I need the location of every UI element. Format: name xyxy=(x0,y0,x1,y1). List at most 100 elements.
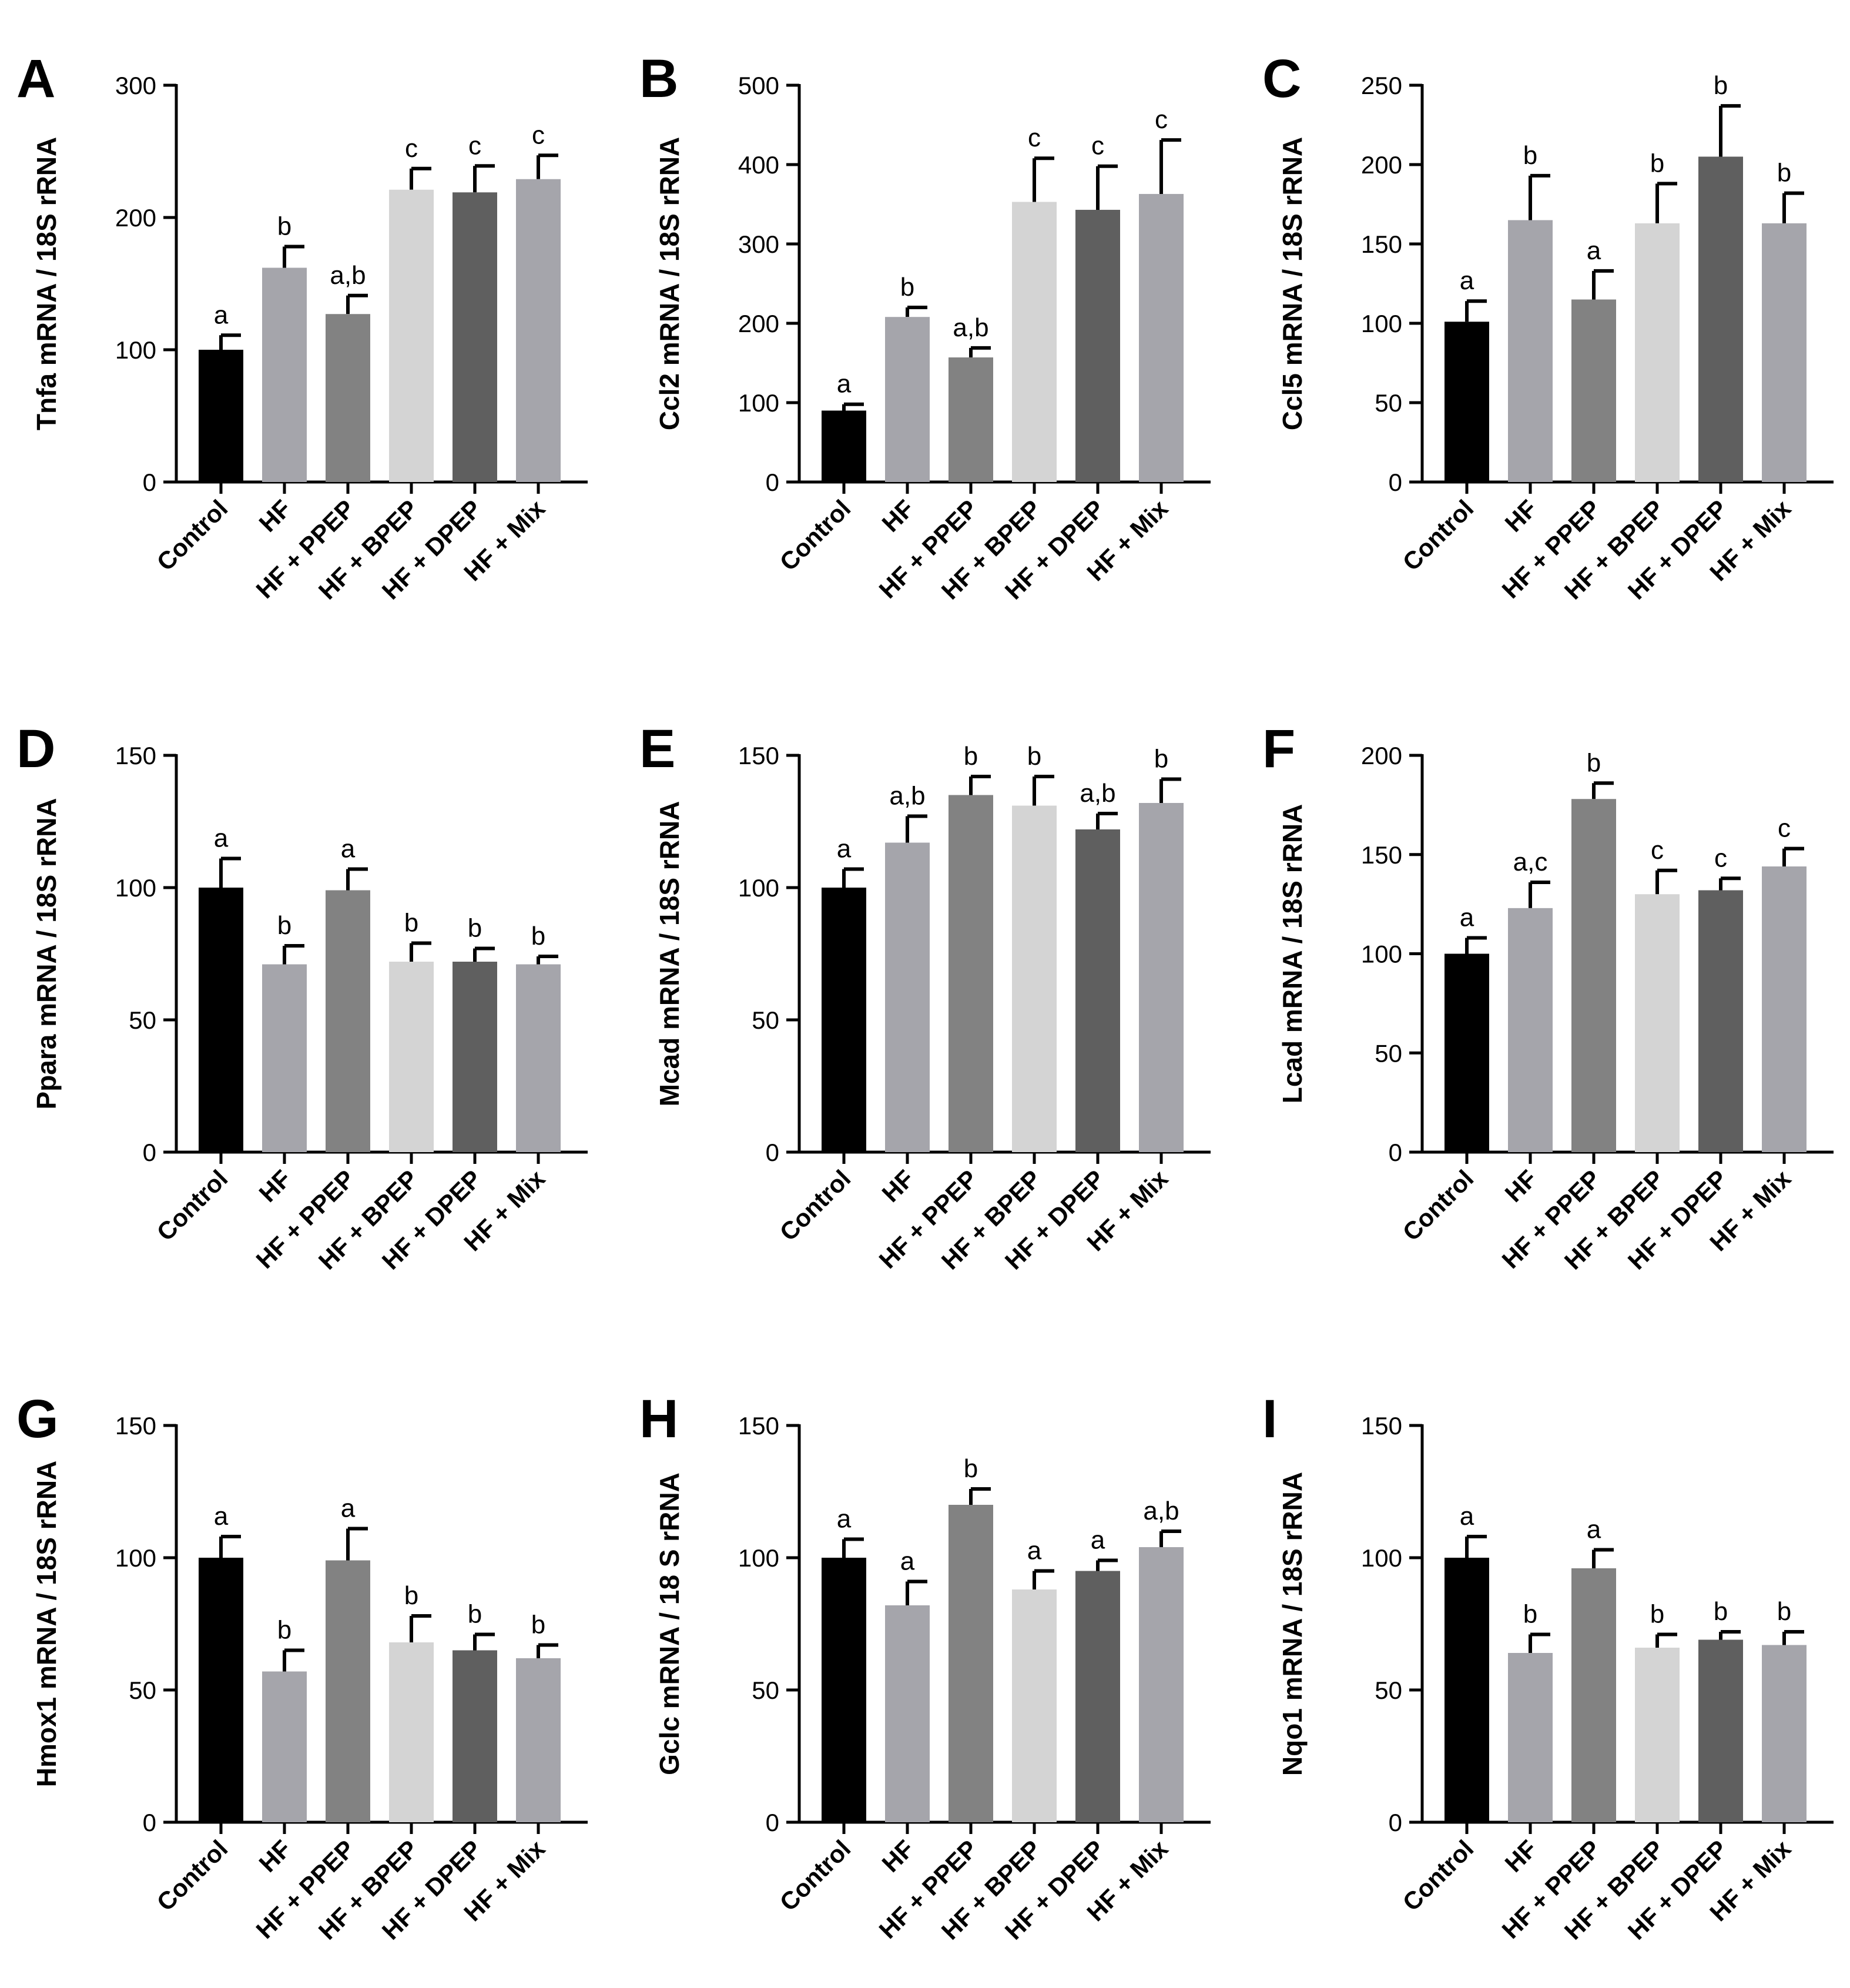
significance-label-e: a,b xyxy=(889,782,925,811)
bar-f-3 xyxy=(1635,894,1680,1152)
y-tick-label-c: 0 xyxy=(1389,468,1402,496)
category-label-i: HF xyxy=(1500,1835,1543,1877)
bar-g-4 xyxy=(453,1650,497,1822)
significance-label-a: a,b xyxy=(330,261,366,290)
bar-c-5 xyxy=(1762,223,1807,482)
significance-label-e: a xyxy=(837,835,852,864)
bar-f-0 xyxy=(1445,953,1489,1152)
significance-label-d: a xyxy=(214,824,229,853)
bar-c-3 xyxy=(1635,223,1680,482)
significance-label-i: b xyxy=(1650,1600,1664,1629)
bar-i-1 xyxy=(1508,1653,1553,1822)
bar-i-4 xyxy=(1698,1639,1743,1822)
bar-c-2 xyxy=(1571,299,1616,482)
bar-e-0 xyxy=(822,888,866,1152)
significance-label-h: a xyxy=(837,1505,852,1534)
significance-label-b: c xyxy=(1091,132,1104,160)
bar-h-0 xyxy=(822,1558,866,1822)
bar-b-1 xyxy=(885,317,930,482)
y-axis-label-g: Hmox1 mRNA / 18S rRNA xyxy=(31,1461,62,1788)
category-label-h: Control xyxy=(775,1835,856,1916)
y-tick-label-g: 150 xyxy=(115,1412,156,1440)
significance-label-c: a xyxy=(1587,236,1601,265)
y-tick-label-i: 150 xyxy=(1361,1412,1402,1440)
category-label-d: Control xyxy=(152,1164,233,1246)
bar-c-0 xyxy=(1445,322,1489,482)
significance-label-e: b xyxy=(1154,745,1168,774)
significance-label-a: c xyxy=(468,131,481,160)
chart-panel-g: G Hmox1 mRNA / 18S rRNA 0 50 100 150 a Control b… xyxy=(16,1389,588,1945)
y-tick-label-f: 50 xyxy=(1375,1039,1402,1067)
y-axis-label-b: Ccl2 mRNA / 18S rRNA xyxy=(654,137,685,430)
significance-label-g: b xyxy=(404,1581,418,1610)
significance-label-d: b xyxy=(531,922,545,951)
significance-label-g: b xyxy=(277,1616,291,1645)
significance-label-i: a xyxy=(1460,1502,1474,1531)
bar-e-4 xyxy=(1075,829,1120,1152)
y-axis-label-i: Nqo1 mRNA / 18S rRNA xyxy=(1277,1472,1308,1776)
bar-h-2 xyxy=(949,1505,993,1822)
category-label-g: HF xyxy=(254,1835,297,1877)
bar-b-5 xyxy=(1139,193,1184,482)
category-label-g: Control xyxy=(152,1835,233,1916)
y-tick-label-f: 100 xyxy=(1361,941,1402,968)
bar-f-5 xyxy=(1762,866,1807,1152)
bar-a-2 xyxy=(326,314,370,482)
category-label-d: HF xyxy=(254,1164,297,1207)
bar-e-1 xyxy=(885,842,930,1152)
chart-panel-c: C Ccl5 mRNA / 18S rRNA 0 50 100 150 200 250 a Con… xyxy=(1262,49,1834,605)
bar-a-1 xyxy=(262,267,307,482)
y-tick-label-a: 200 xyxy=(115,204,156,232)
bar-e-2 xyxy=(949,795,993,1152)
y-tick-label-e: 150 xyxy=(738,742,779,769)
y-tick-label-h: 150 xyxy=(738,1412,779,1440)
y-tick-label-f: 0 xyxy=(1389,1139,1402,1166)
bar-g-1 xyxy=(262,1671,307,1822)
bar-a-4 xyxy=(453,192,497,482)
y-tick-label-d: 0 xyxy=(143,1139,156,1166)
y-tick-label-b: 400 xyxy=(738,151,779,179)
y-tick-label-f: 150 xyxy=(1361,841,1402,869)
bar-g-2 xyxy=(326,1560,370,1822)
significance-label-e: b xyxy=(964,742,978,771)
bar-a-0 xyxy=(199,350,243,482)
y-tick-label-g: 50 xyxy=(129,1676,156,1704)
significance-label-a: b xyxy=(277,212,291,241)
y-tick-label-g: 100 xyxy=(115,1544,156,1572)
y-tick-label-c: 250 xyxy=(1361,72,1402,99)
y-tick-label-a: 300 xyxy=(115,72,156,99)
y-tick-label-d: 100 xyxy=(115,874,156,902)
significance-label-f: a xyxy=(1460,903,1474,932)
significance-label-h: a xyxy=(1091,1526,1105,1555)
y-tick-label-c: 50 xyxy=(1375,389,1402,417)
bar-e-3 xyxy=(1012,805,1057,1152)
bar-i-0 xyxy=(1445,1558,1489,1822)
significance-label-c: a xyxy=(1460,266,1474,295)
category-label-c: HF xyxy=(1500,494,1543,537)
bar-h-4 xyxy=(1075,1571,1120,1822)
panel-letter-f: F xyxy=(1262,719,1295,779)
category-label-i: Control xyxy=(1397,1835,1479,1916)
significance-label-g: a xyxy=(341,1494,356,1523)
y-tick-label-d: 50 xyxy=(129,1006,156,1034)
bar-d-1 xyxy=(262,964,307,1152)
bar-d-0 xyxy=(199,888,243,1152)
bar-g-5 xyxy=(516,1658,561,1822)
y-tick-label-h: 0 xyxy=(766,1809,779,1836)
y-tick-label-h: 50 xyxy=(752,1676,779,1704)
y-tick-label-b: 100 xyxy=(738,389,779,417)
bar-i-3 xyxy=(1635,1648,1680,1822)
bar-b-0 xyxy=(822,410,866,482)
bar-d-2 xyxy=(326,890,370,1152)
category-label-a: Control xyxy=(152,494,233,576)
y-axis-label-e: Mcad mRNA / 18S rRNA xyxy=(654,801,685,1107)
significance-label-i: b xyxy=(1714,1597,1728,1626)
bar-b-4 xyxy=(1075,209,1120,482)
y-tick-label-b: 200 xyxy=(738,310,779,337)
significance-label-f: c xyxy=(1778,814,1791,843)
y-tick-label-f: 200 xyxy=(1361,742,1402,769)
bar-e-5 xyxy=(1139,803,1184,1152)
y-tick-label-g: 0 xyxy=(143,1809,156,1836)
bar-d-4 xyxy=(453,962,497,1152)
